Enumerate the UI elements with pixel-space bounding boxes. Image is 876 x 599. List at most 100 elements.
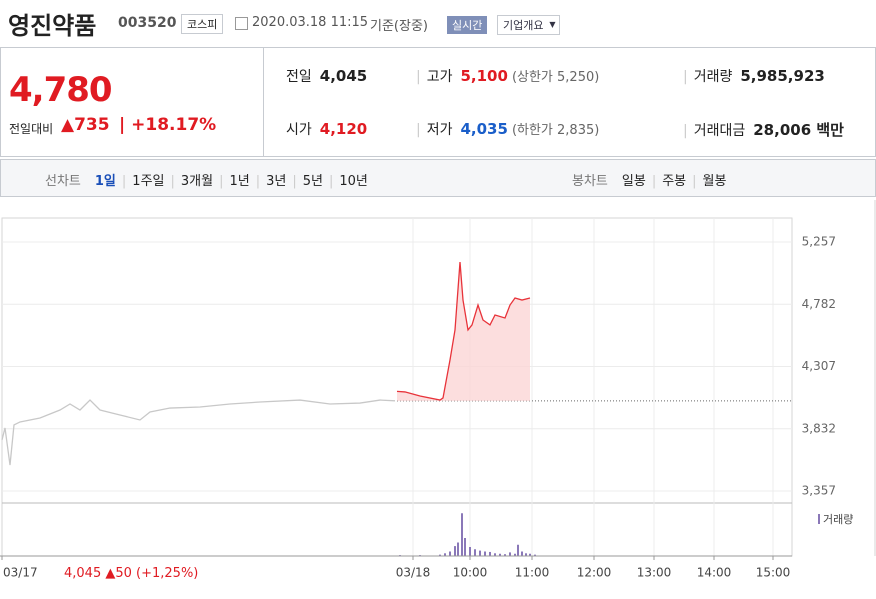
separator: | (416, 69, 421, 85)
separator: | (651, 174, 657, 189)
tab-bar: 선차트 1일 | 1주일 | 3개월 | 1년 | 3년 | 5년 | 10년 봉차트 일봉 | 주봉 | 월봉 (0, 159, 876, 197)
volume-bar (529, 553, 531, 556)
divider (263, 48, 264, 156)
tab[interactable]: 1년 (229, 174, 250, 189)
separator: | (683, 69, 688, 85)
volume-bar (525, 553, 527, 556)
volume-bar (479, 550, 481, 556)
volume-bar (489, 551, 491, 556)
tab[interactable]: 1주일 (132, 174, 165, 189)
up-arrow: ▲ (61, 115, 75, 135)
price-line (396, 261, 531, 401)
realtime-button[interactable]: 실시간 (447, 16, 488, 34)
tab-group-label: 선차트 (45, 174, 81, 189)
volume-bar (517, 544, 519, 556)
volume-bar (464, 538, 466, 556)
volume-bar (494, 553, 496, 556)
quote-cell: | 저가 4,035 (하한가 2,835) (416, 119, 600, 139)
calendar-icon (235, 17, 248, 30)
quote-label: 전일 (286, 69, 312, 85)
tab[interactable]: 월봉 (702, 174, 727, 189)
quote-label: 거래대금 (693, 123, 746, 139)
volume-bar (454, 546, 456, 556)
tab[interactable]: 5년 (302, 174, 323, 189)
prev-rate: (+1,25%) (136, 566, 199, 581)
separator: | (121, 174, 127, 189)
separator: | (170, 174, 175, 189)
quote-cell: | 거래량 5,985,923 (683, 66, 825, 86)
chart: 3,357 3,832 4,307 4,782 5,257 03/17 03/18 10:00… (0, 200, 876, 580)
legend-swatch (818, 514, 820, 524)
volume-bar (514, 553, 516, 556)
tab[interactable]: 3년 (266, 174, 287, 189)
volume-bar (474, 549, 476, 556)
tab-group-label: 봉차트 (572, 174, 608, 189)
quote-label: 거래량 (693, 69, 733, 85)
tab[interactable]: 3개월 (180, 174, 214, 189)
tab[interactable]: 주봉 (662, 174, 687, 189)
volume-bar (499, 553, 501, 556)
basis: 기준(장중) (370, 19, 428, 34)
volume-bar (509, 552, 511, 556)
stock-name: 영진약품 (8, 12, 97, 40)
tab[interactable]: 일봉 (621, 174, 646, 189)
area (397, 262, 530, 401)
separator: | (219, 174, 224, 189)
quote-cell: 시가 4,120 (286, 119, 367, 139)
quote-note: (하한가 2,835) (511, 123, 600, 138)
line-tabs: 선차트 1일 | 1주일 | 3개월 | 1년 | 3년 | 5년 | 10년 (45, 170, 382, 189)
x-tick-label: 14:00 (697, 566, 732, 580)
quote-value: 4,120 (319, 120, 368, 138)
quote-value: 4,035 (460, 120, 508, 138)
change-label: 전일대비 (9, 122, 54, 136)
change: ▲735 (61, 115, 110, 135)
chart-frame (1, 217, 793, 557)
volume-bar (457, 542, 459, 556)
x-tick-label: 10:00 (453, 566, 488, 580)
tab[interactable]: 1일 (94, 174, 116, 189)
tab[interactable]: 10년 (339, 174, 368, 189)
quote-cell: 전일 4,045 (286, 66, 367, 86)
candle-tabs: 봉차트 일봉 | 주봉 | 월봉 (572, 170, 740, 189)
stock-code: 003520 (118, 15, 177, 31)
market-badge: 코스피 (181, 14, 224, 34)
quote-panel: 4,780 전일대비 ▲735 | +18.17% 전일 4,045 | 고가 5,10… (0, 47, 876, 157)
y-tick-label: 4,307 (802, 359, 836, 373)
change-rate: | +18.17% (119, 115, 217, 135)
x-tick-label: 11:00 (515, 566, 550, 580)
quote-value: 5,985,923 (740, 67, 825, 85)
legend-label: 거래량 (823, 513, 853, 526)
separator: | (292, 174, 297, 189)
change-rate-value: +18.17% (131, 115, 217, 135)
dropdown-arrow: ▼ (549, 20, 556, 29)
quote-label: 고가 (426, 69, 453, 85)
volume-bar (504, 554, 506, 556)
y-tick-label: 5,257 (802, 235, 836, 249)
y-tick-label: 3,357 (802, 484, 836, 498)
separator: | (683, 123, 688, 139)
x-tick-label: 13:00 (637, 566, 672, 580)
price: 4,780 (9, 70, 113, 110)
volume-bar (469, 547, 471, 556)
prev-change: ▲50 (105, 566, 132, 581)
x-tick-label: 03/17 (3, 566, 38, 580)
prev-day-info: 4,045 ▲50 (+1,25%) (64, 566, 198, 581)
overview-button[interactable]: 기업개요 ▼ (497, 15, 561, 35)
prev-close: 4,045 (64, 566, 102, 581)
volume-bar (439, 554, 441, 556)
quote-cell: | 거래대금 28,006 백만 (683, 119, 844, 140)
volume-bar (444, 553, 446, 556)
separator: | (692, 174, 697, 189)
price-line (1, 399, 396, 466)
overview-label: 기업개요 (503, 19, 544, 32)
quote-value: 28,006 백만 (753, 121, 844, 139)
volume-bar (449, 551, 451, 556)
x-tick-label: 15:00 (756, 566, 791, 580)
volume-bar (521, 551, 523, 556)
prev-change-value: 50 (115, 566, 132, 581)
separator: | (255, 174, 261, 189)
quote-value: 4,045 (319, 67, 368, 85)
y-tick-label: 4,782 (802, 297, 836, 311)
separator: | (416, 122, 421, 138)
quote-cell: | 고가 5,100 (상한가 5,250) (416, 66, 599, 86)
